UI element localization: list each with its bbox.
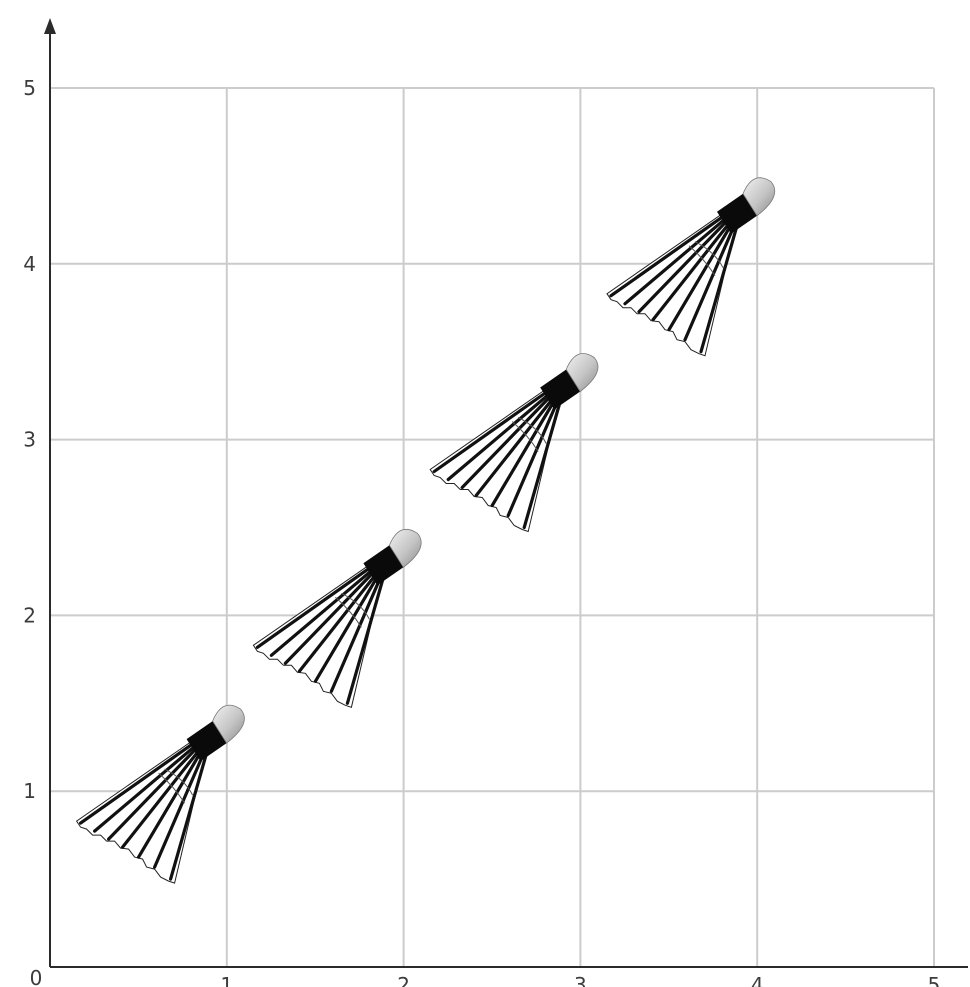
x-tick-label: 5 <box>928 973 941 987</box>
y-tick-label: 5 <box>23 76 36 100</box>
x-tick-label: 3 <box>574 973 587 987</box>
x-tick-label: 2 <box>397 973 410 987</box>
shuttlecock-markers <box>75 176 777 885</box>
origin-label: 0 <box>30 966 43 987</box>
y-tick-label: 4 <box>23 252 36 276</box>
shuttlecock-icon <box>75 703 246 885</box>
shuttlecock-icon <box>605 176 777 358</box>
axes <box>44 18 968 968</box>
y-tick-label: 2 <box>23 603 36 627</box>
shuttlecock-icon <box>251 527 423 709</box>
y-axis-arrow-icon <box>44 18 56 34</box>
shuttlecock-icon <box>428 351 600 534</box>
x-tick-label: 1 <box>220 973 233 987</box>
y-tick-label: 1 <box>23 779 36 803</box>
y-tick-label: 3 <box>23 428 36 452</box>
x-tick-label: 4 <box>751 973 764 987</box>
tick-labels: 1 2 3 4 5 1 2 3 4 5 0 <box>23 76 940 987</box>
